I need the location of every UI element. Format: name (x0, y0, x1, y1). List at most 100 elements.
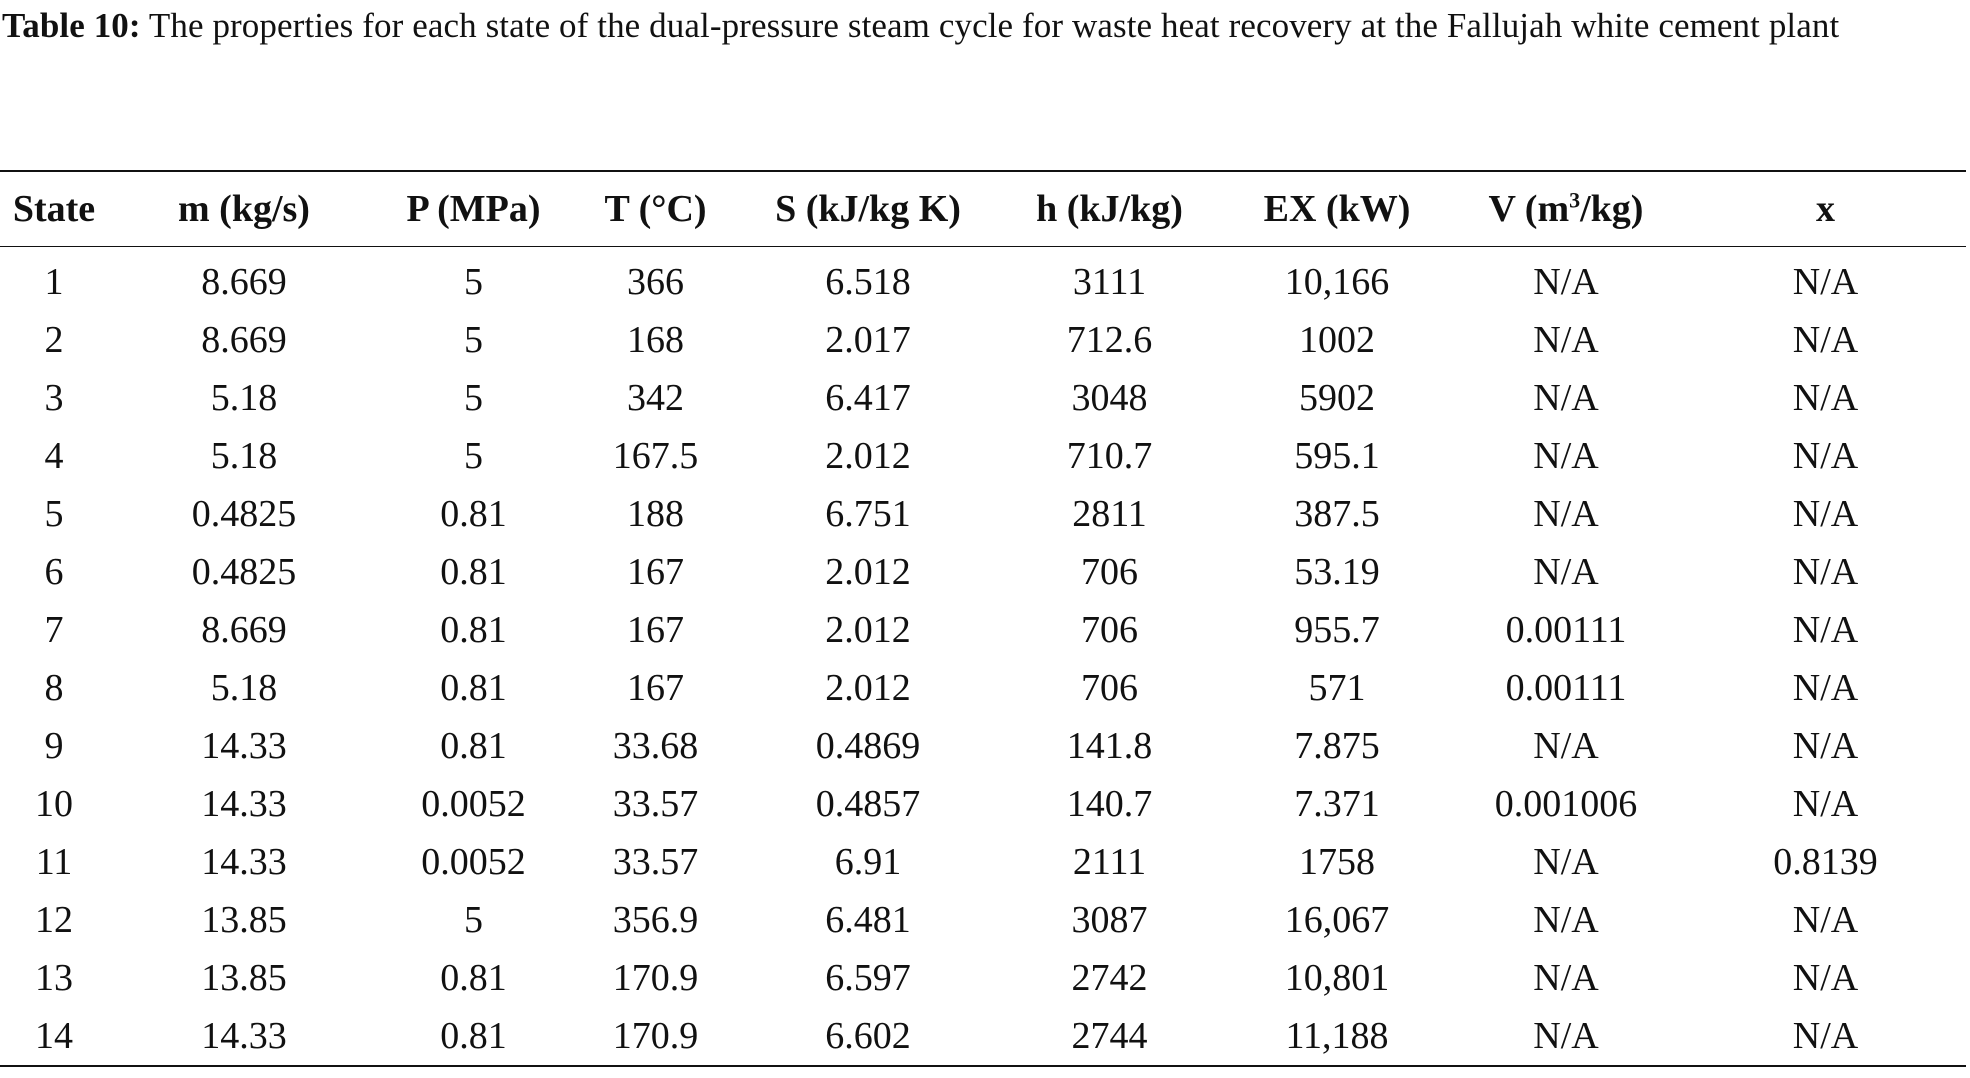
table-caption-label: Table 10: (2, 6, 141, 45)
table-row: 4 5.18 5 167.5 2.012 710.7 595.1 N/A N/A (0, 427, 1966, 485)
header-mass-flow: m (kg/s) (178, 188, 310, 230)
cell-pressure: 0.81 (440, 551, 507, 593)
table-row: 11 14.33 0.0052 33.57 6.91 2111 1758 N/A 0.8139 (0, 833, 1966, 891)
cell-mass-flow: 5.18 (210, 667, 278, 709)
cell-temperature: 342 (627, 377, 684, 419)
cell-temperature: 188 (627, 493, 684, 535)
cell-temperature: 168 (627, 319, 684, 361)
cell-entropy: 2.012 (825, 667, 911, 709)
cell-mass-flow: 13.85 (201, 899, 287, 941)
cell-temperature: 167 (627, 551, 684, 593)
cell-temperature: 356.9 (612, 899, 699, 941)
header-specific-volume: V (m3/kg) (1447, 171, 1685, 247)
cell-enthalpy: 2744 (1071, 1015, 1148, 1057)
table-row: 1 8.669 5 366 6.518 3111 10,166 N/A N/A (0, 247, 1966, 312)
cell-state: 14 (35, 1015, 73, 1057)
cell-exergy: 10,801 (1284, 957, 1390, 999)
cell-specific-volume: N/A (1533, 899, 1599, 941)
cell-mass-flow: 14.33 (201, 783, 287, 825)
cell-temperature: 170.9 (612, 957, 699, 999)
cell-enthalpy: 3087 (1071, 899, 1148, 941)
header-temperature: T (°C) (604, 188, 707, 230)
table-row: 10 14.33 0.0052 33.57 0.4857 140.7 7.371 0.0010… (0, 775, 1966, 833)
header-enthalpy: h (kJ/kg) (1036, 188, 1183, 230)
cell-pressure: 0.81 (440, 1015, 507, 1057)
cell-specific-volume: N/A (1533, 435, 1599, 477)
header-quality: x (1816, 188, 1835, 230)
cell-pressure: 0.81 (440, 493, 507, 535)
cell-pressure: 0.81 (440, 667, 507, 709)
properties-table-container: State m (kg/s) P (MPa) T (°C) S (kJ/kg K… (0, 170, 1966, 1067)
cell-entropy: 0.4857 (815, 783, 921, 825)
cell-entropy: 6.91 (834, 841, 902, 883)
cell-mass-flow: 0.4825 (191, 493, 297, 535)
cell-entropy: 2.012 (825, 435, 911, 477)
cell-pressure: 0.81 (440, 957, 507, 999)
cell-specific-volume: N/A (1533, 377, 1599, 419)
cell-exergy: 5902 (1299, 377, 1375, 419)
cell-entropy: 2.012 (825, 551, 911, 593)
cell-quality: N/A (1792, 609, 1859, 651)
cell-state: 10 (35, 783, 73, 825)
cell-temperature: 366 (627, 261, 684, 303)
table-row: 2 8.669 5 168 2.017 712.6 1002 N/A N/A (0, 311, 1966, 369)
table-caption-text: The properties for each state of the dua… (148, 6, 1840, 45)
cell-enthalpy: 140.7 (1066, 783, 1153, 825)
cell-entropy: 6.481 (825, 899, 911, 941)
cell-quality: N/A (1792, 551, 1859, 593)
cell-exergy: 1758 (1299, 841, 1375, 883)
cell-state: 12 (35, 899, 73, 941)
cell-quality: N/A (1792, 899, 1859, 941)
cell-temperature: 167 (627, 667, 684, 709)
table-caption: Table 10: The properties for each state … (2, 2, 1964, 50)
cell-pressure: 5 (464, 377, 483, 419)
cell-specific-volume: 0.001006 (1494, 783, 1638, 825)
cell-quality: N/A (1792, 319, 1859, 361)
cell-enthalpy: 706 (1081, 609, 1138, 651)
cell-state: 8 (44, 667, 64, 709)
cell-enthalpy: 2111 (1072, 841, 1147, 883)
cell-mass-flow: 14.33 (201, 1015, 287, 1057)
cell-specific-volume: N/A (1533, 261, 1599, 303)
cell-quality: N/A (1792, 1015, 1859, 1057)
cell-pressure: 5 (464, 899, 483, 941)
cell-specific-volume: N/A (1533, 1015, 1599, 1057)
cell-state: 3 (44, 377, 64, 419)
table-row: 5 0.4825 0.81 188 6.751 2811 387.5 N/A N/A (0, 485, 1966, 543)
cell-enthalpy: 2811 (1072, 493, 1147, 535)
cell-mass-flow: 5.18 (210, 377, 278, 419)
cell-enthalpy: 141.8 (1066, 725, 1153, 767)
cell-mass-flow: 8.669 (201, 319, 287, 361)
table-row: 3 5.18 5 342 6.417 3048 5902 N/A N/A (0, 369, 1966, 427)
cell-specific-volume: N/A (1533, 841, 1599, 883)
cell-state: 5 (44, 493, 64, 535)
cell-state: 2 (44, 319, 64, 361)
cell-specific-volume: N/A (1533, 957, 1599, 999)
cell-quality: N/A (1792, 377, 1859, 419)
cell-mass-flow: 0.4825 (191, 551, 297, 593)
header-specific-volume-post: /kg) (1580, 188, 1644, 230)
header-exergy: EX (kW) (1263, 188, 1411, 230)
table-row: 13 13.85 0.81 170.9 6.597 2742 10,801 N/A N/A (0, 949, 1966, 1007)
cell-enthalpy: 706 (1081, 667, 1138, 709)
cell-enthalpy: 3111 (1072, 261, 1147, 303)
cell-quality: N/A (1792, 435, 1859, 477)
cell-entropy: 2.012 (825, 609, 911, 651)
cell-exergy: 571 (1308, 667, 1366, 709)
cell-entropy: 6.518 (825, 261, 911, 303)
header-entropy: S (kJ/kg K) (775, 188, 961, 230)
cell-state: 13 (35, 957, 73, 999)
table-row: 7 8.669 0.81 167 2.012 706 955.7 0.00111 N/A (0, 601, 1966, 659)
header-specific-volume-pre: V (m (1488, 188, 1570, 230)
cell-pressure: 5 (464, 319, 483, 361)
cell-specific-volume: 0.00111 (1505, 667, 1627, 709)
cell-temperature: 167.5 (612, 435, 699, 477)
cell-enthalpy: 2742 (1071, 957, 1148, 999)
table-header-row: State m (kg/s) P (MPa) T (°C) S (kJ/kg K… (0, 171, 1966, 247)
cell-exergy: 1002 (1299, 319, 1375, 361)
cell-specific-volume: N/A (1533, 493, 1599, 535)
cell-temperature: 33.68 (612, 725, 699, 767)
cell-entropy: 6.751 (825, 493, 911, 535)
cell-quality: 0.8139 (1773, 841, 1878, 883)
header-pressure: P (MPa) (406, 188, 541, 230)
